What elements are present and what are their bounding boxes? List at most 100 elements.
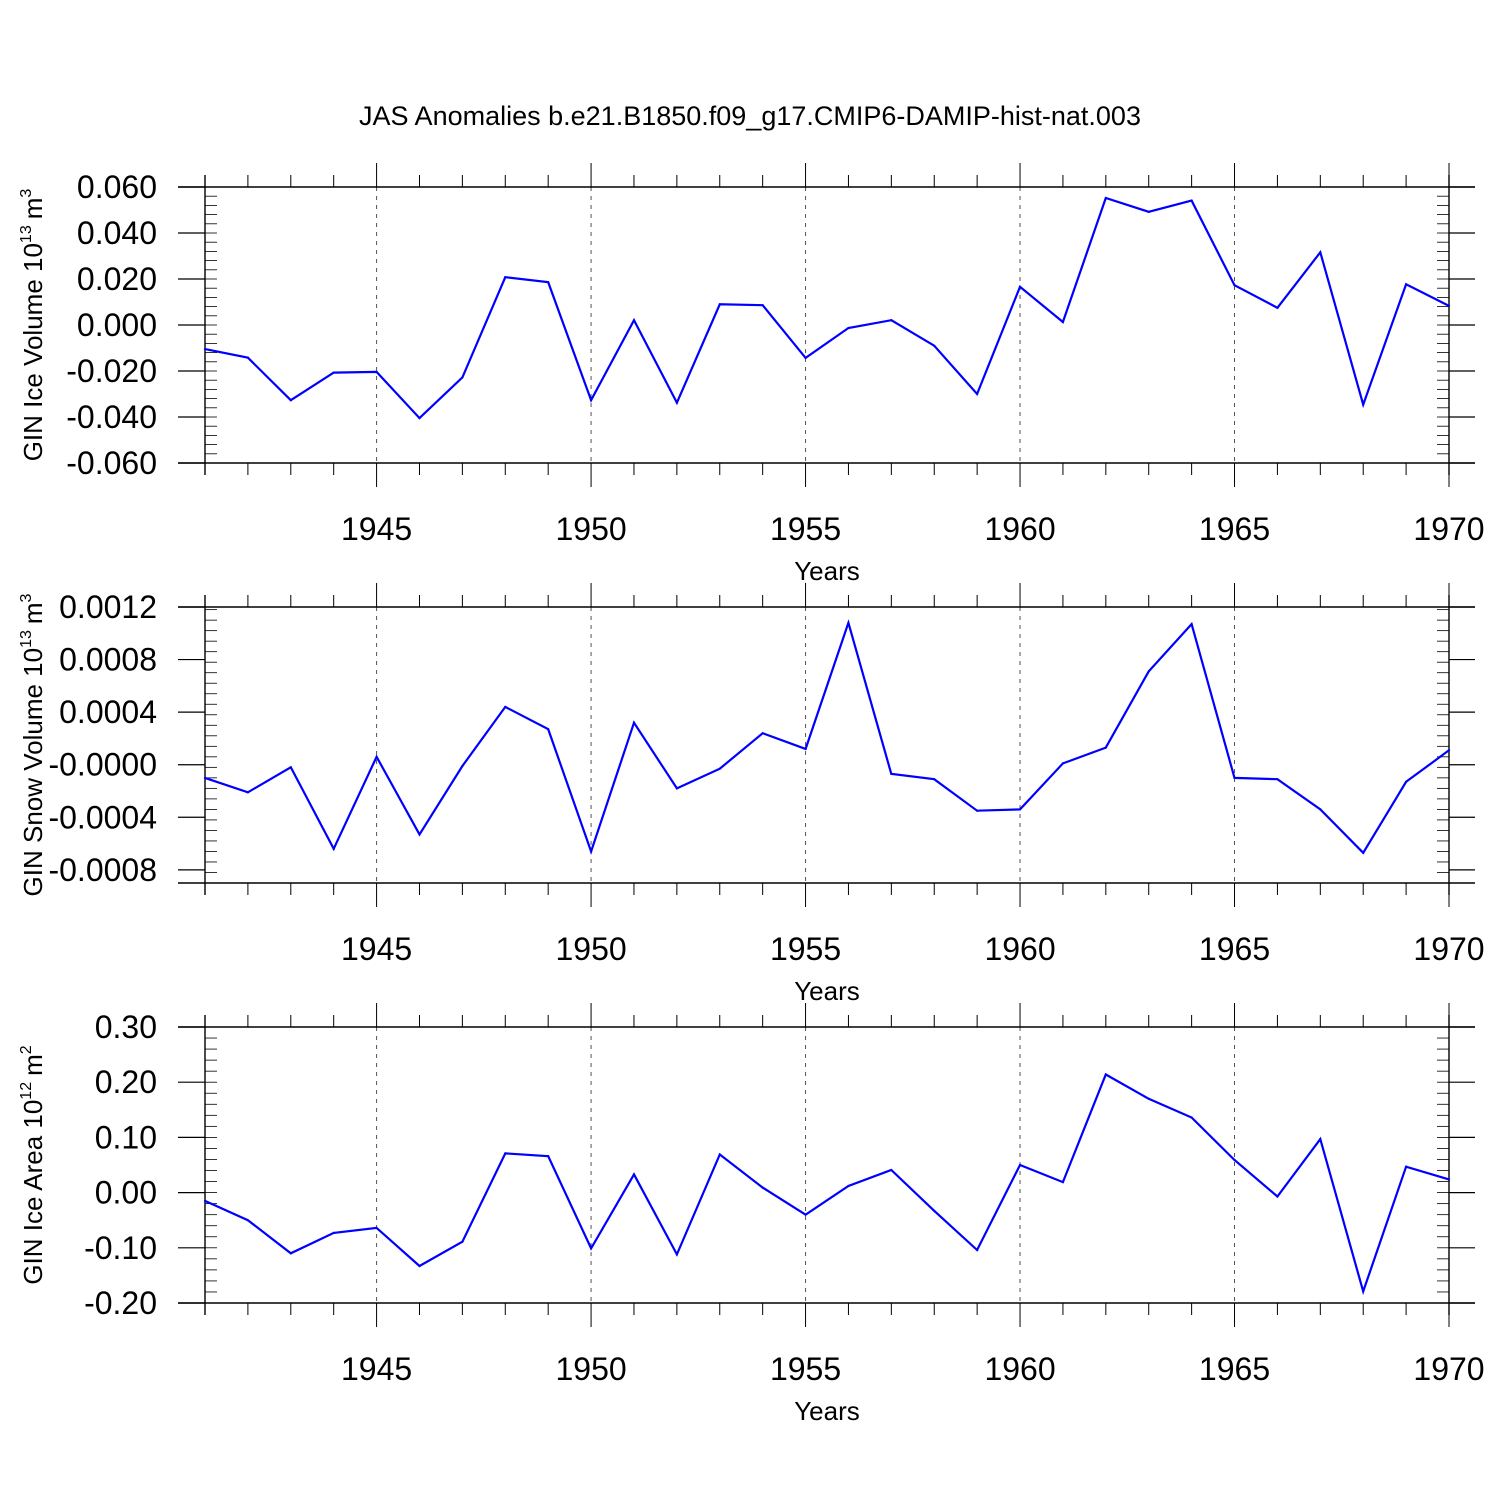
y-tick-label: 0.040 — [77, 215, 157, 251]
y-tick-label: 0.0008 — [59, 642, 157, 678]
data-point-1970 — [1447, 749, 1451, 752]
data-point-1945 — [375, 1226, 378, 1230]
y-tick-label: -0.10 — [84, 1230, 157, 1266]
y-axis-label-unit: m — [18, 602, 48, 624]
data-point-1959 — [976, 1248, 979, 1252]
data-point-1957 — [890, 319, 893, 322]
data-point-1966 — [1276, 306, 1279, 309]
data-point-1944 — [332, 1231, 335, 1234]
data-point-1969 — [1405, 780, 1408, 783]
data-point-1961 — [1061, 320, 1065, 324]
data-point-1967 — [1319, 251, 1322, 254]
data-point-1967 — [1319, 808, 1322, 811]
data-point-1958 — [933, 1209, 936, 1212]
data-point-1964 — [1190, 199, 1193, 202]
data-point-1943 — [289, 1252, 292, 1255]
data-point-1964 — [1190, 622, 1193, 626]
data-point-1959 — [976, 392, 979, 396]
data-point-1958 — [933, 778, 936, 781]
x-tick-label: 1955 — [770, 931, 841, 967]
x-tick-label: 1955 — [770, 511, 841, 547]
y-tick-label: -0.060 — [66, 445, 157, 481]
y-axis-label-unit-exponent: 3 — [18, 593, 35, 602]
data-point-1951 — [632, 1173, 636, 1176]
data-point-1963 — [1147, 670, 1150, 673]
y-tick-label: 0.000 — [77, 307, 157, 343]
data-point-1968 — [1362, 851, 1365, 854]
data-point-1957 — [890, 772, 893, 776]
chart-panel-2: -0.0008 -0.0004 -0.0000 0.0004 0.0008 0.0012 1… — [18, 583, 1485, 1006]
data-point-1943 — [289, 766, 292, 769]
data-point-1942 — [246, 791, 249, 794]
data-point-1947 — [461, 376, 464, 379]
x-tick-label: 1945 — [341, 1351, 412, 1387]
chart-panel-3: -0.20 -0.10 0.00 0.10 0.20 0.30 1945 1950 1955 19… — [18, 1003, 1485, 1426]
data-point-1941 — [203, 1199, 207, 1202]
y-tick-label: 0.30 — [95, 1009, 157, 1045]
data-point-1969 — [1405, 283, 1408, 286]
data-point-1949 — [547, 281, 550, 284]
x-axis-label: Years — [794, 1396, 860, 1426]
data-point-1946 — [418, 1264, 421, 1268]
data-point-1957 — [890, 1168, 893, 1172]
data-point-1965 — [1233, 776, 1236, 779]
data-point-1963 — [1147, 1097, 1150, 1100]
x-tick-label: 1960 — [984, 511, 1055, 547]
data-point-1945 — [375, 370, 378, 374]
data-point-1953 — [718, 1153, 721, 1156]
data-point-1948 — [504, 705, 507, 708]
y-axis-label: GIN Ice Area 1012 m2 — [18, 1045, 48, 1284]
data-point-1970 — [1447, 304, 1451, 308]
data-point-1954 — [761, 304, 764, 307]
data-point-1948 — [504, 1152, 507, 1155]
data-point-1952 — [675, 1253, 678, 1256]
data-point-1969 — [1405, 1165, 1408, 1168]
x-tick-label: 1960 — [984, 1351, 1055, 1387]
x-tick-label: 1970 — [1413, 931, 1484, 967]
y-tick-label: -0.0004 — [48, 799, 157, 835]
y-tick-label: -0.0000 — [48, 747, 157, 783]
data-point-1947 — [461, 764, 464, 768]
data-point-1951 — [632, 721, 636, 724]
x-axis-label: Years — [794, 556, 860, 586]
y-axis-label-exponent: 12 — [18, 1082, 35, 1100]
x-tick-label: 1955 — [770, 1351, 841, 1387]
data-point-1953 — [718, 767, 721, 770]
data-point-1950 — [589, 399, 593, 402]
data-point-1942 — [246, 1219, 249, 1222]
y-tick-label: 0.10 — [95, 1119, 157, 1155]
data-point-1966 — [1276, 778, 1279, 781]
y-axis-label: GIN Snow Volume 1013 m3 — [18, 593, 48, 896]
y-tick-label: -0.20 — [84, 1285, 157, 1321]
x-tick-label: 1960 — [984, 931, 1055, 967]
data-point-1946 — [418, 417, 421, 420]
series-line — [204, 196, 1450, 420]
data-point-1960 — [1018, 808, 1022, 811]
data-point-1952 — [675, 401, 678, 404]
data-point-1958 — [933, 344, 936, 347]
data-point-1956 — [847, 326, 850, 330]
data-point-1963 — [1147, 210, 1150, 213]
y-tick-label: 0.020 — [77, 261, 157, 297]
data-point-1950 — [589, 1247, 593, 1250]
data-point-1944 — [332, 371, 335, 374]
data-point-1955 — [804, 356, 807, 359]
y-axis-label-unit-exponent: 3 — [18, 189, 35, 198]
series-line — [204, 619, 1450, 855]
data-point-1951 — [632, 319, 636, 322]
x-tick-label: 1945 — [341, 511, 412, 547]
data-point-1962 — [1104, 1073, 1107, 1076]
figure-title: JAS Anomalies b.e21.B1850.f09_g17.CMIP6-… — [359, 101, 1141, 131]
data-point-1954 — [761, 1186, 764, 1189]
data-point-1941 — [203, 348, 207, 351]
x-tick-label: 1965 — [1199, 931, 1270, 967]
x-tick-label: 1950 — [555, 931, 626, 967]
y-axis-label: GIN Ice Volume 1013 m3 — [18, 189, 48, 462]
y-axis-label-exponent: 13 — [18, 630, 35, 648]
y-axis-label-exponent: 13 — [18, 225, 35, 243]
data-point-1954 — [761, 732, 764, 735]
y-tick-label: 0.0012 — [59, 589, 157, 625]
data-point-1962 — [1104, 196, 1107, 200]
x-tick-label: 1965 — [1199, 511, 1270, 547]
